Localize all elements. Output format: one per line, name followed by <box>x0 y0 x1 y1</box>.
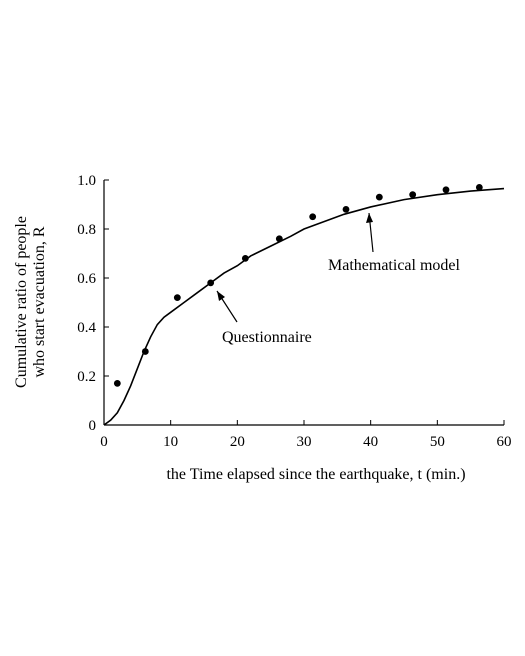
x-ticks: 0 10 20 30 40 50 60 <box>100 420 512 450</box>
annotation-model-label: Mathematical model <box>328 257 461 274</box>
annotation-questionnaire-arrowhead <box>217 291 225 301</box>
axes <box>103 180 504 426</box>
y-axis-title-line1: Cumulative ratio of people <box>13 216 30 388</box>
questionnaire-point <box>342 206 350 213</box>
x-tick-label: 30 <box>297 434 312 450</box>
y-tick-label: 0.6 <box>77 271 96 287</box>
x-tick-label: 20 <box>230 434 245 450</box>
questionnaire-point <box>173 294 181 301</box>
y-tick-label: 0 <box>89 418 97 434</box>
y-axis-title: Cumulative ratio of people who start eva… <box>13 216 48 388</box>
y-tick-label: 0.2 <box>77 369 96 385</box>
annotation-questionnaire-label: Questionnaire <box>222 329 312 346</box>
questionnaire-point <box>442 186 450 194</box>
y-tick-label: 0.8 <box>77 222 96 238</box>
questionnaire-point <box>309 213 317 221</box>
x-tick-label: 60 <box>497 434 512 450</box>
series-mathematical-model-line <box>103 187 505 426</box>
annotation-questionnaire: Questionnaire <box>216 290 312 346</box>
y-tick-label: 0.4 <box>77 320 96 336</box>
x-tick-label: 50 <box>430 434 445 450</box>
questionnaire-point <box>241 255 249 262</box>
questionnaire-point <box>409 191 417 199</box>
x-tick-label: 10 <box>163 434 178 450</box>
x-tick-label: 40 <box>363 434 378 450</box>
x-tick-label: 0 <box>100 434 108 450</box>
questionnaire-point <box>375 193 383 201</box>
x-axis-title: the Time elapsed since the earthquake, t… <box>166 466 465 483</box>
questionnaire-point <box>475 183 483 191</box>
y-tick-label: 1.0 <box>77 173 96 189</box>
y-ticks: 0 0.2 0.4 0.6 0.8 1.0 <box>77 173 109 434</box>
annotation-model: Mathematical model <box>328 212 461 274</box>
series-layer <box>103 183 505 426</box>
annotation-model-arrowhead <box>366 213 373 223</box>
questionnaire-point <box>113 379 121 387</box>
y-axis-title-line2: who start evacuation, R <box>31 226 48 377</box>
